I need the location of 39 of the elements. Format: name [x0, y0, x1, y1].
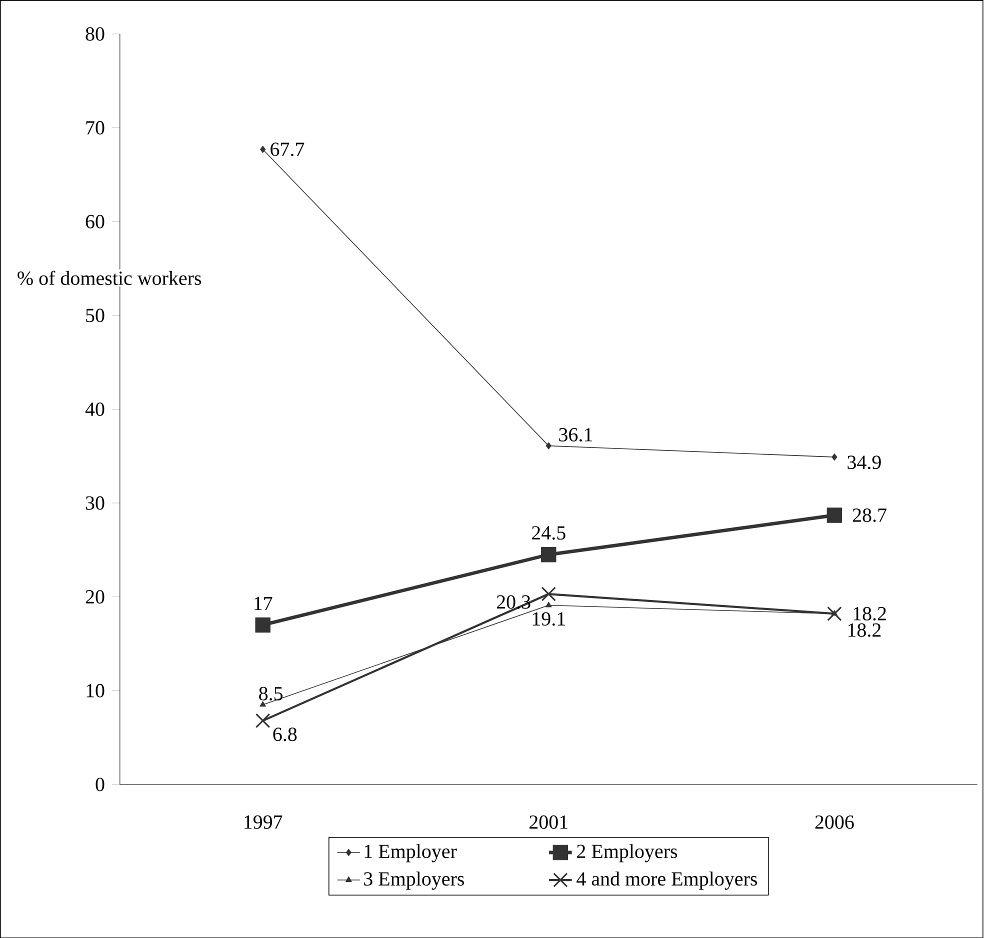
y-axis-title: % of domestic workers [18, 270, 202, 285]
legend-label: 4 and more Employers [576, 871, 757, 890]
data-label: 28.7 [852, 508, 886, 522]
y-tick-label: 50 [86, 308, 104, 322]
point [541, 586, 556, 602]
point [826, 507, 842, 523]
y-tick-label: 40 [85, 402, 104, 416]
legend-label: 2 Employers [577, 844, 678, 862]
data-label: 20.3 [496, 595, 530, 609]
data-label: 8.5 [259, 686, 283, 700]
data-label: 19.1 [532, 612, 565, 626]
point [255, 617, 270, 632]
data-label: 36.1 [559, 428, 592, 442]
data-label: 6.8 [273, 727, 297, 742]
data-label: 18.2 [848, 623, 881, 637]
y-tick-label: 0 [96, 778, 104, 792]
data-label: 34.9 [848, 455, 881, 469]
point [832, 453, 838, 460]
y-tick-label: 10 [86, 684, 104, 698]
x-tick-label: 1997 [244, 815, 282, 829]
point [255, 713, 270, 728]
x-tick-label: 2006 [815, 815, 854, 829]
point [546, 442, 552, 450]
legend-label: 3 Employers [364, 871, 464, 890]
data-label: 67.7 [270, 142, 304, 156]
y-tick-label: 70 [86, 120, 104, 134]
point [541, 546, 556, 562]
data-label: 18.2 [854, 606, 886, 620]
point [260, 146, 266, 153]
y-tick-label: 80 [86, 27, 104, 41]
legend-label: 1 Employer [364, 844, 457, 862]
data-label: 24.5 [532, 526, 566, 540]
point [545, 602, 552, 608]
point [260, 700, 266, 706]
data-label: 17 [254, 596, 272, 610]
x-tick-label: 2001 [530, 815, 568, 829]
y-tick-label: 20 [86, 590, 104, 604]
y-tick-label: 60 [86, 214, 104, 228]
y-tick-label: 30 [86, 496, 104, 510]
